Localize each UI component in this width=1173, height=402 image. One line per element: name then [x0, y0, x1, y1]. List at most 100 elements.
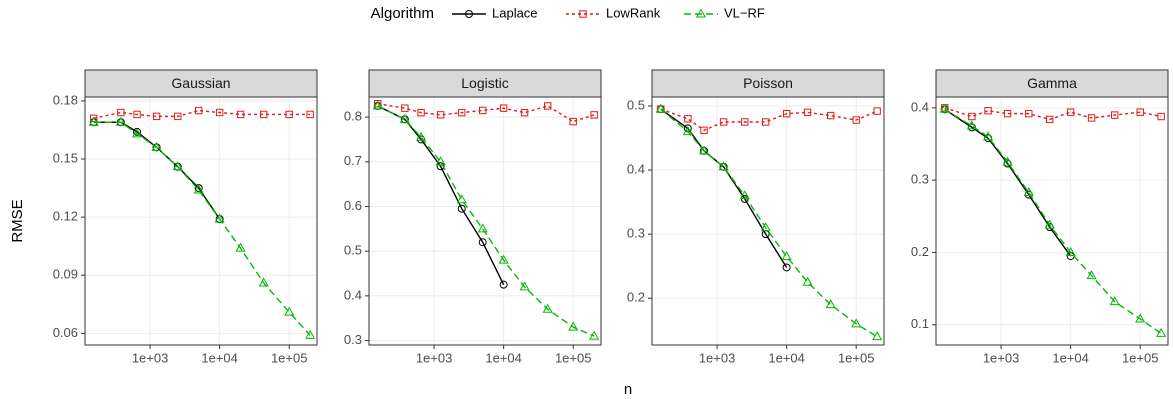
point — [781, 251, 792, 261]
point — [803, 108, 812, 117]
panel-border — [651, 96, 885, 346]
point — [215, 108, 224, 117]
point — [825, 299, 836, 309]
point — [568, 321, 579, 331]
point — [544, 102, 552, 110]
legend-title: Algorithm — [371, 5, 434, 22]
point — [152, 112, 161, 121]
point — [1111, 111, 1119, 119]
point — [1025, 109, 1033, 118]
point — [305, 329, 316, 339]
point — [1136, 108, 1144, 116]
point — [966, 120, 977, 130]
point — [802, 276, 813, 286]
point — [700, 126, 708, 135]
x-axis-label: n — [624, 381, 632, 398]
series-line — [944, 108, 1162, 335]
legend-label: Laplace — [492, 5, 538, 20]
point — [151, 141, 162, 151]
point — [214, 213, 225, 223]
point — [172, 161, 183, 171]
point — [542, 303, 553, 313]
series-line — [377, 105, 595, 337]
point — [132, 128, 143, 138]
point — [1023, 186, 1034, 196]
x-tick-label: 1e+03 — [699, 350, 736, 365]
point — [852, 116, 860, 124]
point — [498, 254, 509, 264]
point — [1086, 270, 1097, 280]
point — [1135, 313, 1146, 323]
y-tick-label: 0.1 — [911, 316, 929, 331]
point — [569, 117, 577, 126]
series-line — [93, 121, 311, 336]
point — [1066, 108, 1075, 116]
point — [456, 194, 467, 204]
point — [1002, 156, 1013, 166]
point — [939, 103, 950, 113]
point — [436, 162, 445, 171]
point — [133, 110, 141, 119]
point — [399, 113, 410, 123]
facet-title: Gamma — [1027, 75, 1077, 91]
point — [1157, 112, 1165, 121]
y-tick-label: 0.3 — [911, 172, 929, 187]
y-tick-label: 0.4 — [627, 161, 645, 176]
point — [90, 114, 98, 123]
point — [682, 126, 693, 136]
series-line — [377, 105, 505, 285]
legend-marker — [695, 8, 707, 18]
point — [519, 281, 530, 291]
x-tick-label: 1e+04 — [768, 350, 805, 365]
x-tick-label: 1e+04 — [1052, 350, 1089, 365]
panel — [369, 97, 601, 345]
strip — [651, 69, 885, 98]
legend-marker — [465, 10, 473, 18]
point — [827, 111, 835, 120]
point — [1087, 114, 1096, 122]
legend-label: LowRank — [606, 5, 661, 20]
legend-marker — [579, 10, 587, 18]
point — [718, 161, 729, 171]
facet-title: Gaussian — [171, 75, 230, 91]
x-tick-label: 1e+03 — [132, 350, 169, 365]
point — [684, 115, 692, 123]
series-line — [660, 108, 878, 338]
y-tick-label: 0.06 — [53, 325, 78, 340]
point — [435, 156, 446, 166]
point — [739, 190, 750, 200]
y-tick-label: 0.12 — [53, 209, 78, 224]
strip — [935, 69, 1169, 98]
point — [761, 118, 770, 126]
point — [1045, 115, 1054, 124]
point — [589, 330, 600, 340]
x-tick-label: 1e+03 — [983, 350, 1020, 365]
legend-label: VL−RF — [724, 5, 765, 20]
point — [1156, 327, 1167, 337]
point — [719, 118, 728, 126]
panel — [85, 97, 317, 345]
point — [1065, 246, 1076, 256]
strip — [84, 69, 318, 98]
facet-title: Logistic — [461, 75, 508, 91]
point — [872, 331, 883, 341]
x-tick-label: 1e+04 — [201, 350, 238, 365]
point — [235, 242, 246, 252]
x-tick-label: 1e+05 — [1122, 350, 1159, 365]
point — [117, 108, 125, 117]
point — [873, 107, 881, 115]
point — [174, 112, 182, 121]
point — [984, 107, 992, 115]
point — [194, 106, 203, 115]
y-tick-label: 0.18 — [53, 92, 78, 107]
x-tick-label: 1e+05 — [555, 350, 592, 365]
y-tick-label: 0.4 — [344, 287, 362, 302]
point — [285, 110, 293, 119]
panel-border — [935, 96, 1169, 346]
point — [478, 238, 487, 247]
point — [760, 222, 771, 232]
point — [699, 145, 710, 155]
point — [306, 110, 314, 119]
point — [520, 108, 529, 117]
panel-border — [368, 96, 602, 346]
